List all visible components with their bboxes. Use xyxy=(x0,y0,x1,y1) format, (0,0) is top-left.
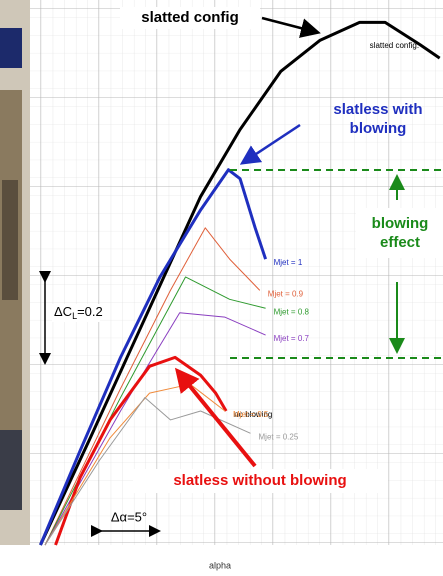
chart: slatted config. Mjet = 1 Mjet = 0.9 Mjet = … xyxy=(0,0,443,576)
annotation: slatted config xyxy=(141,9,239,26)
annotation-line: blowing xyxy=(350,120,407,137)
x-axis-label: alpha xyxy=(209,560,231,570)
annotation: slatless without blowing xyxy=(173,472,346,489)
annotation-line: effect xyxy=(380,234,420,251)
series-label: Mjet = 0.25 xyxy=(259,432,299,441)
series-label: Mjet = 0.9 xyxy=(268,289,304,298)
side-photo xyxy=(0,0,30,545)
annotation-part: ΔC xyxy=(54,304,72,319)
series-label: Mjet = 1 xyxy=(274,258,303,267)
major-grid xyxy=(30,0,443,545)
annotation: ΔCL=0.2 xyxy=(54,304,103,321)
annotation: Δα=5° xyxy=(111,509,147,524)
annotation-line: blowing xyxy=(372,215,429,232)
series-label: Mjet = 0.5 xyxy=(233,410,269,419)
series-label: slatted config. xyxy=(370,41,419,50)
annotation-line: slatless with xyxy=(333,101,422,118)
series-label: Mjet = 0.7 xyxy=(274,334,310,343)
annotation-part: =0.2 xyxy=(77,304,103,319)
series-label: Mjet = 0.8 xyxy=(274,307,310,316)
